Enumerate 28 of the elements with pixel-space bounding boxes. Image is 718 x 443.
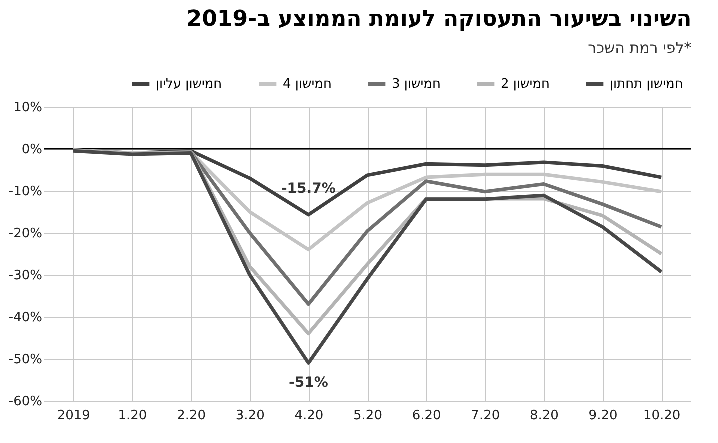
x-tick-label: 4.20: [294, 408, 324, 424]
y-tick-label: -10%: [8, 184, 42, 200]
x-tick-label: 2.20: [177, 408, 206, 424]
x-tick-label: 2019: [57, 408, 90, 424]
x-tick-label: 9.20: [588, 408, 618, 424]
y-tick-label: -40%: [8, 310, 42, 326]
annotation: -51%: [289, 375, 328, 392]
y-tick-label: -60%: [8, 394, 42, 410]
chart-subtitle: לפי רמת השכר*: [588, 39, 692, 57]
y-tick-label: -30%: [8, 268, 42, 284]
y-tick-label: 10%: [14, 100, 42, 116]
x-tick-label: 8.20: [530, 408, 559, 424]
x-tick-label: 6.20: [412, 408, 442, 424]
annotation: -15.7%: [281, 180, 336, 197]
x-tick-label: 1.20: [118, 408, 148, 424]
legend-label: חמישון 3: [392, 77, 441, 92]
x-tick-label: 7.20: [471, 408, 500, 424]
y-tick-label: -20%: [8, 226, 42, 242]
legend-label: חמישון 4: [283, 77, 332, 92]
x-tick-label: 10.20: [643, 408, 681, 424]
y-tick-label: -50%: [8, 352, 42, 368]
legend-label: חמישון 2: [501, 77, 550, 92]
legend-label: חמישון עליון: [156, 77, 222, 92]
x-tick-label: 5.20: [354, 408, 382, 424]
chart-title: השינוי בשיעור התעסוקה לעומת הממוצע ב-2019: [186, 7, 692, 32]
y-tick-label: 0%: [22, 142, 42, 158]
legend-label: חמישון תחתון: [610, 77, 684, 92]
x-tick-label: 3.20: [236, 408, 265, 424]
